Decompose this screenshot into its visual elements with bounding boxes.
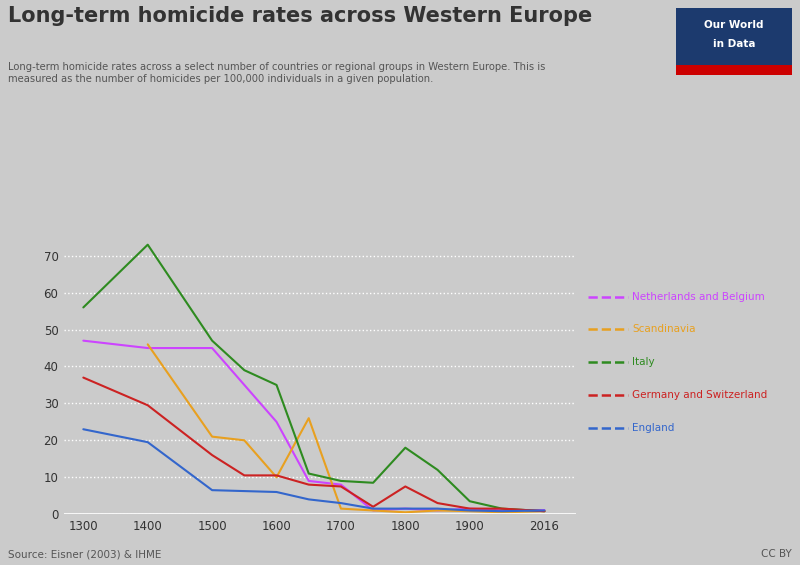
Text: England: England	[632, 423, 674, 433]
Text: Netherlands and Belgium: Netherlands and Belgium	[632, 292, 765, 302]
Text: Long-term homicide rates across Western Europe: Long-term homicide rates across Western …	[8, 6, 592, 25]
Text: Our World: Our World	[704, 20, 764, 31]
Text: in Data: in Data	[713, 38, 755, 49]
Text: CC BY: CC BY	[762, 549, 792, 559]
Text: Source: Eisner (2003) & IHME: Source: Eisner (2003) & IHME	[8, 549, 162, 559]
Text: Long-term homicide rates across a select number of countries or regional groups : Long-term homicide rates across a select…	[8, 62, 546, 84]
Text: Italy: Italy	[632, 357, 654, 367]
Text: Scandinavia: Scandinavia	[632, 324, 695, 334]
Text: Germany and Switzerland: Germany and Switzerland	[632, 390, 767, 400]
